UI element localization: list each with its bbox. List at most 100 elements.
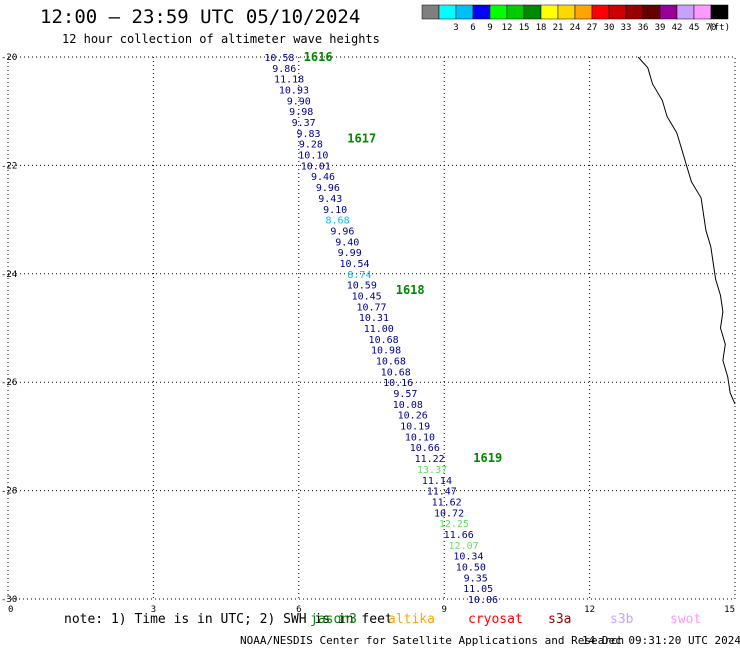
wave-height-label: 9.35 bbox=[464, 573, 488, 584]
wave-height-label: 11.14 bbox=[422, 476, 452, 487]
legend-swatch bbox=[438, 4, 457, 20]
wave-height-label: 10.93 bbox=[279, 86, 309, 97]
legend-tick-label: 33 bbox=[621, 23, 632, 33]
wave-height-label: 10.08 bbox=[393, 400, 423, 411]
wave-height-label: 9.99 bbox=[338, 248, 362, 259]
wave-height-label: 10.68 bbox=[369, 335, 399, 346]
wave-height-label: 10.68 bbox=[376, 357, 406, 368]
legend-swatch bbox=[591, 4, 610, 20]
wave-height-label: 10.59 bbox=[347, 281, 377, 292]
wave-height-label: 9.98 bbox=[289, 107, 313, 118]
legend-tick-label: 9 bbox=[487, 23, 492, 33]
y-tick-label: -30 bbox=[1, 595, 17, 605]
x-tick-label: 12 bbox=[584, 605, 595, 615]
legend-unit-label: (ft) bbox=[708, 23, 730, 33]
wave-height-label: 11.47 bbox=[427, 487, 457, 498]
wave-height-label: 8.68 bbox=[326, 216, 350, 227]
wave-height-label: 11.22 bbox=[415, 454, 445, 465]
x-tick-label: 3 bbox=[151, 605, 156, 615]
wave-height-label: 10.06 bbox=[468, 595, 498, 606]
wave-height-label: 10.45 bbox=[352, 291, 382, 302]
wave-height-label: 10.34 bbox=[453, 552, 483, 563]
wave-height-label: 10.68 bbox=[381, 367, 411, 378]
mission-label-s3b: s3b bbox=[610, 612, 634, 627]
coastline-path bbox=[637, 56, 736, 405]
wave-height-label: 10.19 bbox=[400, 422, 430, 433]
chart-subtitle: 12 hour collection of altimeter wave hei… bbox=[62, 32, 380, 46]
wave-height-label: 9.43 bbox=[318, 194, 342, 205]
wave-height-label: 10.01 bbox=[301, 161, 331, 172]
generated-timestamp: 14 Dec 09:31:20 UTC 2024 bbox=[582, 634, 740, 647]
wave-height-label: 10.31 bbox=[359, 313, 389, 324]
wave-height-label: 10.10 bbox=[298, 151, 328, 162]
wave-height-label: 9.46 bbox=[311, 172, 335, 183]
wave-height-label: 9.57 bbox=[393, 389, 417, 400]
legend-swatch bbox=[642, 4, 661, 20]
wave-height-label: 10.10 bbox=[405, 432, 435, 443]
mission-label-altika: altika bbox=[388, 612, 435, 627]
legend-swatch bbox=[676, 4, 695, 20]
wave-height-label: 9.40 bbox=[335, 237, 359, 248]
legend-tick-label: 24 bbox=[570, 23, 581, 33]
legend-swatch bbox=[693, 4, 712, 20]
pass-time-label: 1616 bbox=[304, 50, 333, 64]
legend-swatch bbox=[659, 4, 678, 20]
legend-tick-label: 12 bbox=[502, 23, 513, 33]
legend-swatch bbox=[506, 4, 525, 20]
wave-height-label: 12.07 bbox=[449, 541, 479, 552]
mission-label-cryosat: cryosat bbox=[468, 612, 523, 627]
wave-height-label: 8.74 bbox=[347, 270, 371, 281]
y-tick-label: -26 bbox=[1, 378, 17, 388]
wave-height-label: 10.66 bbox=[410, 443, 440, 454]
wave-height-label: 10.54 bbox=[339, 259, 369, 270]
legend-tick-label: 42 bbox=[672, 23, 683, 33]
plot-frame bbox=[7, 56, 736, 600]
wave-height-label: 9.28 bbox=[299, 140, 323, 151]
x-tick-label: 6 bbox=[296, 605, 301, 615]
wave-height-label: 10.16 bbox=[383, 378, 413, 389]
pass-time-label: 1618 bbox=[396, 283, 425, 297]
wave-height-label: 11.05 bbox=[463, 584, 493, 595]
wave-height-label: 9.96 bbox=[330, 226, 354, 237]
y-tick-label: -28 bbox=[1, 487, 17, 497]
wave-height-label: 10.72 bbox=[434, 508, 464, 519]
pass-time-label: 1617 bbox=[347, 131, 376, 145]
wave-height-label: 9.37 bbox=[292, 118, 316, 129]
pass-time-labels: 1616 1617 1618 1619 bbox=[304, 50, 503, 465]
mission-label-s3a: s3a bbox=[548, 612, 572, 627]
wave-height-label: 10.98 bbox=[371, 346, 401, 357]
legend-swatch bbox=[625, 4, 644, 20]
wave-height-label: 9.10 bbox=[323, 205, 347, 216]
legend-tick-label: 18 bbox=[536, 23, 547, 33]
wave-height-label: 9.90 bbox=[287, 96, 311, 107]
wave-height-points: 10.589.8611.1810.939.909.989.379.839.281… bbox=[264, 53, 498, 606]
legend-swatch bbox=[489, 4, 508, 20]
chart-title: 12:00 – 23:59 UTC 05/10/2024 bbox=[40, 6, 361, 28]
legend-swatch bbox=[710, 4, 729, 20]
legend-swatch bbox=[455, 4, 474, 20]
x-tick-label: 9 bbox=[441, 605, 446, 615]
wave-height-label: 9.86 bbox=[272, 64, 296, 75]
legend-tick-label: 15 bbox=[519, 23, 530, 33]
wave-height-label: 11.62 bbox=[432, 497, 462, 508]
legend-tick-label: 21 bbox=[553, 23, 564, 33]
legend-tick-label: 36 bbox=[638, 23, 649, 33]
legend-tick-label: 27 bbox=[587, 23, 598, 33]
legend-swatch bbox=[421, 4, 440, 20]
coastline bbox=[637, 56, 736, 405]
x-tick-label: 15 bbox=[724, 605, 735, 615]
legend-swatch bbox=[557, 4, 576, 20]
legend-swatch bbox=[574, 4, 593, 20]
legend-tick-label: 45 bbox=[689, 23, 700, 33]
legend-tick-label: 39 bbox=[655, 23, 666, 33]
color-legend: 3 6 9 12 15 18 21 24 27 30 33 36 39 42 45 70(ft) bbox=[421, 4, 730, 33]
wave-height-label: 12.25 bbox=[439, 519, 469, 530]
legend-swatch bbox=[523, 4, 542, 20]
x-tick-label: 0 bbox=[8, 605, 13, 615]
y-tick-label: -24 bbox=[1, 270, 17, 280]
wave-height-label: 10.77 bbox=[356, 302, 386, 313]
wave-height-label: 9.83 bbox=[296, 129, 320, 140]
wave-height-label: 11.18 bbox=[274, 75, 304, 86]
